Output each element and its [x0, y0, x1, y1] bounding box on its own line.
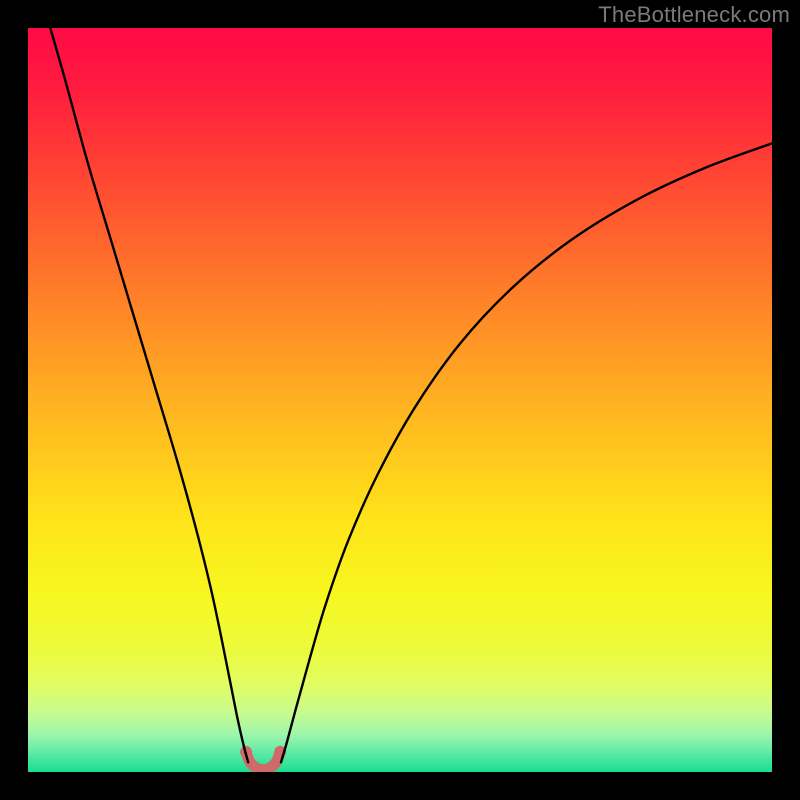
plot-background — [28, 28, 772, 772]
chart-frame: TheBottleneck.com — [0, 0, 800, 800]
watermark-text: TheBottleneck.com — [598, 2, 790, 28]
plot-svg — [28, 28, 772, 772]
